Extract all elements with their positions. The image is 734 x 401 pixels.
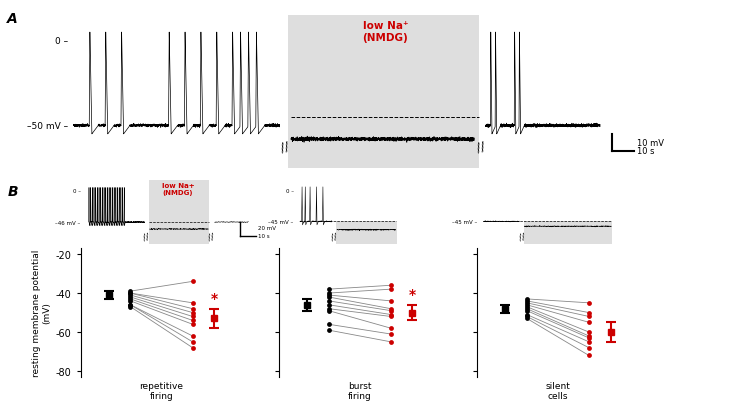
- Text: low Na+
(NMDG): low Na+ (NMDG): [161, 182, 195, 195]
- Point: [186, 306, 198, 312]
- Point: [385, 282, 396, 289]
- Point: [186, 339, 198, 345]
- Point: [521, 308, 533, 314]
- Point: [125, 302, 137, 308]
- Point: [125, 288, 137, 295]
- Text: 0 –: 0 –: [73, 188, 81, 193]
- Point: [125, 292, 137, 298]
- Point: [323, 302, 335, 308]
- Point: [125, 298, 137, 304]
- Point: [583, 329, 595, 335]
- Point: [323, 290, 335, 297]
- Text: *: *: [409, 287, 416, 301]
- Point: [583, 319, 595, 326]
- Point: [186, 300, 198, 306]
- Point: [125, 296, 137, 302]
- Point: [521, 298, 533, 304]
- Point: [125, 290, 137, 297]
- Point: [521, 316, 533, 322]
- Point: [323, 308, 335, 314]
- Point: [385, 312, 396, 318]
- Point: [323, 306, 335, 312]
- Bar: [288, 16, 479, 168]
- Point: [385, 306, 396, 312]
- Point: [583, 339, 595, 345]
- Text: 10 mV: 10 mV: [637, 138, 664, 148]
- Y-axis label: resting membrane potential
(mV): resting membrane potential (mV): [32, 249, 51, 376]
- Point: [125, 304, 137, 310]
- Text: low Na⁺
(NMDG): low Na⁺ (NMDG): [363, 21, 408, 43]
- Point: [385, 298, 396, 304]
- Bar: [523, 222, 611, 245]
- Point: [323, 327, 335, 334]
- Point: [186, 321, 198, 328]
- Text: 0 –: 0 –: [286, 188, 294, 193]
- Text: repetitive
firing
(n = 10): repetitive firing (n = 10): [139, 381, 184, 401]
- Bar: [335, 222, 397, 245]
- Point: [521, 300, 533, 306]
- Text: //: //: [517, 232, 526, 242]
- Point: [186, 310, 198, 316]
- Text: //: //: [330, 232, 338, 242]
- Text: 20 mV: 20 mV: [258, 225, 276, 231]
- Text: –45 mV –: –45 mV –: [452, 219, 477, 224]
- Point: [521, 296, 533, 302]
- Point: [125, 290, 137, 297]
- Point: [521, 304, 533, 310]
- Point: [583, 335, 595, 341]
- Point: [521, 314, 533, 320]
- Point: [583, 344, 595, 351]
- Text: *: *: [211, 291, 218, 305]
- Text: silent
cells
(n = 10): silent cells (n = 10): [539, 381, 577, 401]
- Point: [583, 314, 595, 320]
- Point: [385, 339, 396, 345]
- Text: burst
firing
(n = 10): burst firing (n = 10): [341, 381, 379, 401]
- Bar: [148, 180, 209, 245]
- Point: [186, 333, 198, 339]
- Point: [186, 344, 198, 351]
- Point: [385, 331, 396, 337]
- Point: [125, 302, 137, 308]
- Point: [521, 312, 533, 318]
- Point: [186, 317, 198, 324]
- Point: [583, 333, 595, 339]
- Point: [125, 294, 137, 300]
- Point: [186, 314, 198, 320]
- Point: [583, 352, 595, 359]
- Point: [323, 298, 335, 304]
- Text: //: //: [207, 232, 215, 242]
- Point: [186, 278, 198, 285]
- Text: A: A: [7, 12, 18, 26]
- Point: [385, 314, 396, 320]
- Text: 10 s: 10 s: [258, 234, 269, 239]
- Text: –45 mV –: –45 mV –: [269, 219, 294, 224]
- Text: //: //: [142, 232, 150, 242]
- Point: [385, 286, 396, 293]
- Point: [323, 292, 335, 298]
- Text: 10 s: 10 s: [637, 147, 655, 156]
- Point: [323, 321, 335, 328]
- Point: [583, 310, 595, 316]
- Text: –50 mV –: –50 mV –: [26, 122, 68, 131]
- Point: [583, 300, 595, 306]
- Text: 0 –: 0 –: [54, 37, 68, 46]
- Point: [323, 286, 335, 293]
- Text: –46 mV –: –46 mV –: [56, 220, 81, 225]
- Point: [323, 294, 335, 300]
- Text: //: //: [475, 139, 487, 154]
- Text: B: B: [7, 184, 18, 198]
- Point: [385, 308, 396, 314]
- Point: [521, 302, 533, 308]
- Point: [385, 325, 396, 332]
- Text: //: //: [280, 139, 291, 154]
- Point: [521, 306, 533, 312]
